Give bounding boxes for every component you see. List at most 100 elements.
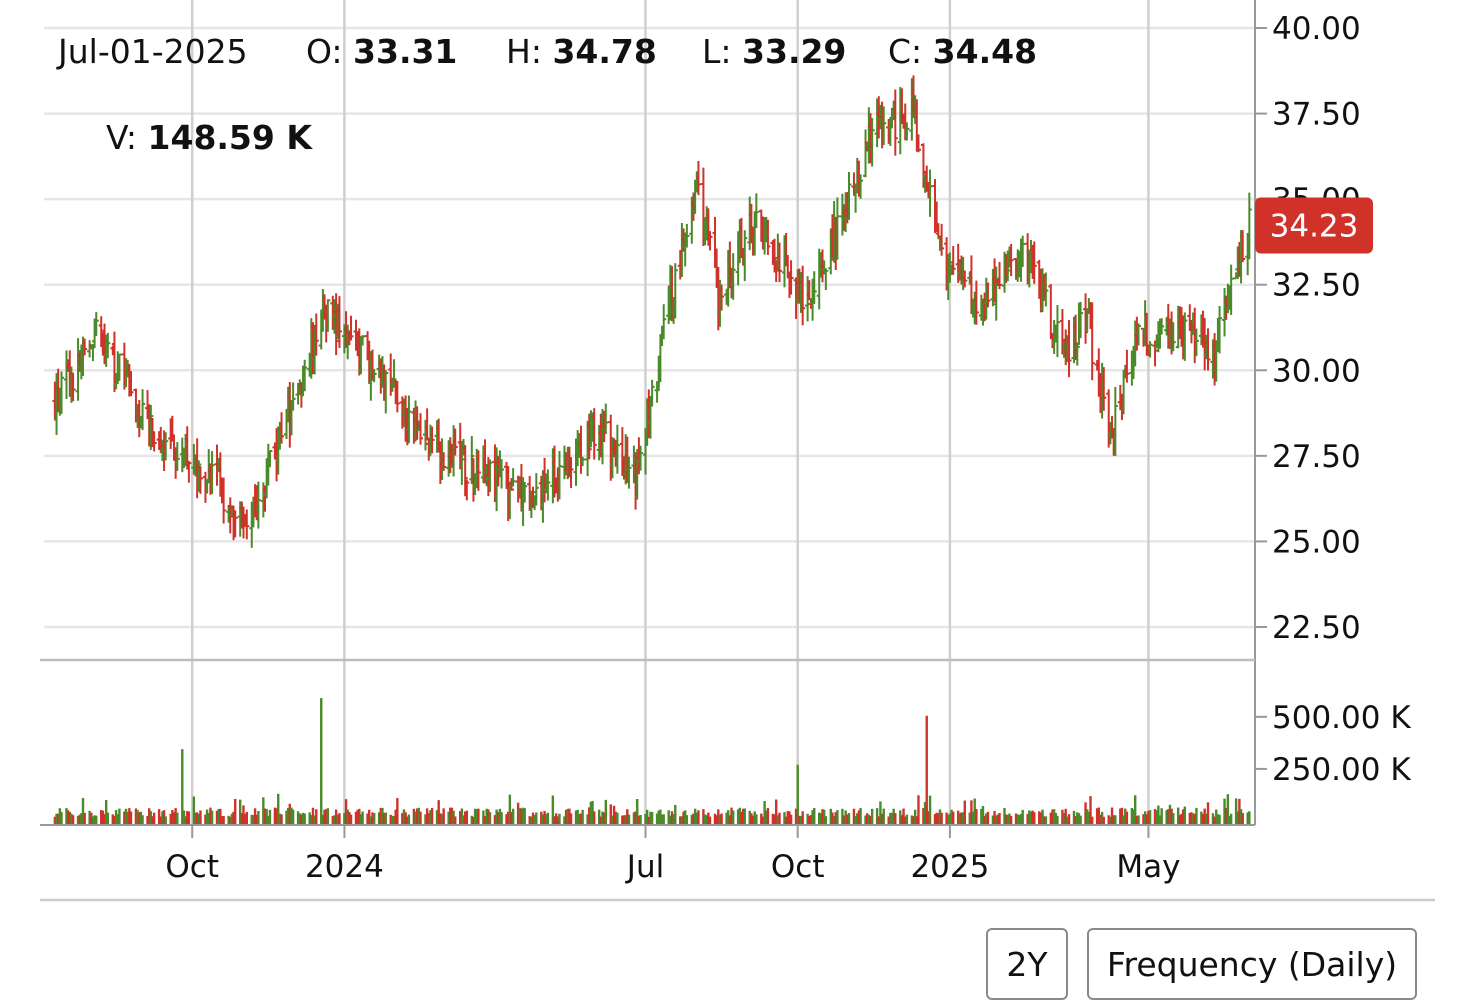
volume-bar: [546, 812, 550, 825]
volume-bar: [470, 815, 473, 825]
volume-bar: [707, 812, 710, 825]
volume-bar: [1206, 802, 1210, 825]
volume-bar: [70, 813, 73, 825]
volume-bar: [126, 811, 129, 825]
volume-bar: [662, 814, 665, 825]
volume-bar: [1039, 812, 1043, 825]
volume-bar: [184, 816, 187, 825]
volume-bar: [505, 814, 508, 825]
volume-bar: [763, 801, 766, 825]
volume-bar: [831, 812, 834, 825]
volume-bar: [933, 814, 937, 825]
volume-bar: [138, 812, 141, 825]
volume-bar: [601, 811, 604, 825]
volume-bar: [234, 798, 237, 825]
volume-bar: [417, 807, 421, 825]
volume-bar: [958, 813, 962, 825]
ohlc-close: C: 34.48: [888, 32, 1038, 71]
volume-bar: [389, 814, 392, 825]
volume-bar: [313, 815, 316, 825]
volume-bar: [139, 811, 143, 825]
volume-bar: [811, 810, 814, 825]
volume-bar: [991, 815, 995, 825]
volume-bar: [1190, 812, 1193, 825]
volume-bar: [1033, 812, 1036, 825]
volume-bar: [738, 807, 741, 825]
volume-bar: [1086, 809, 1089, 825]
volume-bar: [128, 808, 131, 825]
volume-bar: [731, 810, 735, 825]
frequency-button[interactable]: Frequency (Daily): [1087, 928, 1417, 1000]
volume-bar: [493, 815, 497, 825]
volume-bar: [824, 816, 828, 825]
volume-bar: [869, 816, 872, 825]
volume-bar: [669, 815, 672, 825]
volume-bar: [1170, 808, 1173, 825]
volume-bar: [230, 813, 234, 825]
volume-bar: [372, 813, 376, 825]
volume-bar: [761, 816, 765, 825]
volume-bar: [1238, 798, 1241, 825]
volume-bar: [232, 811, 235, 825]
y-tick-label: 30.00: [1272, 353, 1361, 389]
volume-bar: [498, 808, 502, 825]
volume-bar: [415, 808, 419, 825]
volume-bar: [1133, 795, 1137, 825]
volume-bar: [771, 813, 775, 825]
volume-bar: [1158, 815, 1162, 825]
volume-tick-label: 250.00 K: [1272, 752, 1411, 788]
volume-bar: [655, 813, 659, 825]
volume-bar: [1205, 813, 1208, 825]
volume-bar: [437, 800, 440, 825]
volume-bar: [981, 805, 985, 825]
volume-bar: [176, 812, 179, 825]
volume-bar: [1044, 816, 1048, 825]
volume-bar: [741, 808, 745, 825]
volume-bar: [690, 814, 694, 825]
volume-bar: [1084, 802, 1087, 825]
volume-bar: [1211, 813, 1215, 825]
volume-bar: [809, 814, 813, 825]
volume-bar: [743, 808, 746, 825]
volume-bar: [867, 814, 871, 825]
volume-bar: [1112, 815, 1115, 825]
volume-bar: [161, 811, 164, 825]
volume-bar: [644, 813, 647, 825]
volume-bar: [531, 812, 535, 825]
volume-bar: [788, 811, 791, 825]
volume-bar: [556, 816, 560, 825]
volume-bar: [657, 810, 660, 825]
volume-bar: [626, 809, 629, 825]
volume-bar: [205, 809, 209, 825]
volume-bar: [1049, 812, 1053, 825]
volume-bar: [1009, 815, 1013, 825]
volume-bar: [998, 813, 1001, 825]
volume-bar: [129, 811, 133, 825]
range-2y-button[interactable]: 2Y: [986, 928, 1068, 1000]
volume-bar: [588, 807, 591, 825]
volume-bar: [961, 812, 965, 825]
volume-bar: [808, 815, 811, 825]
volume-bar: [356, 809, 359, 825]
volume-bar: [1043, 816, 1046, 825]
volume-bar: [265, 808, 268, 825]
volume-bar: [801, 811, 804, 825]
ohlc-open: O: 33.31: [306, 32, 458, 71]
volume-bar: [842, 815, 846, 825]
volume-bar: [975, 808, 978, 825]
volume-bar: [541, 814, 545, 825]
volume-bar: [516, 802, 520, 825]
volume-bar: [1229, 813, 1233, 825]
volume-bar: [104, 799, 108, 825]
volume-bar: [238, 799, 242, 825]
volume-bar: [794, 808, 798, 825]
volume-bar: [101, 810, 105, 825]
volume-bar: [798, 815, 801, 825]
volume-bar: [621, 815, 624, 825]
volume-bar: [124, 808, 128, 825]
volume-bar: [948, 813, 952, 825]
volume-bar: [705, 815, 708, 825]
volume-bar: [475, 808, 478, 825]
volume-bar: [1226, 794, 1230, 825]
